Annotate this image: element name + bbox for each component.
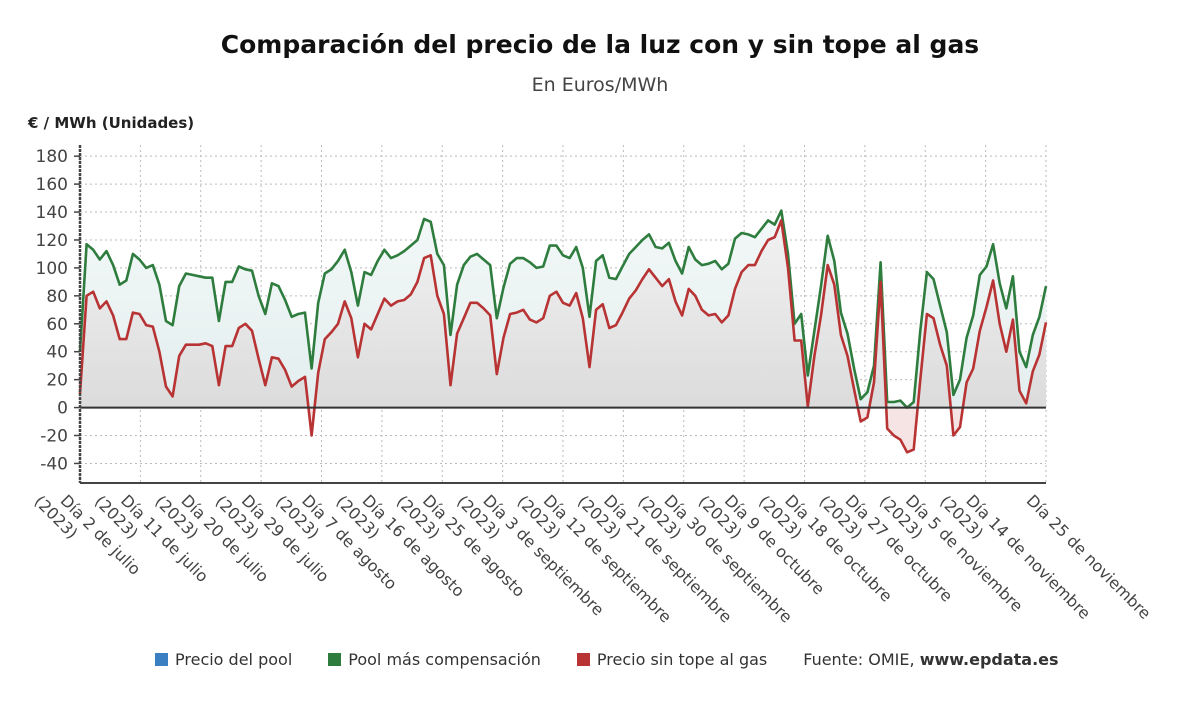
y-tick-labels: -40 -20 0 20 40 60 80 100 120 140 160 180 <box>36 147 68 474</box>
y-axis-label: € / MWh (Unidades) <box>28 114 195 132</box>
y-tick-label: 100 <box>36 259 68 279</box>
legend-item-pool-compensacion[interactable]: Pool más compensación <box>328 650 541 669</box>
y-tick-label: 40 <box>46 343 68 363</box>
series-line-precio-sin-tope-al-gas <box>78 219 1048 454</box>
axes <box>74 145 1046 484</box>
series-lines <box>78 209 1048 454</box>
y-tick-label: 160 <box>36 175 68 195</box>
legend-swatch <box>155 653 168 666</box>
legend-label: Precio del pool <box>175 650 293 669</box>
y-tick-label: 120 <box>36 231 68 251</box>
y-tick-label: -20 <box>40 427 68 447</box>
legend: Precio del pool Pool más compensación Pr… <box>155 650 1059 669</box>
y-tick-label: 80 <box>46 287 68 307</box>
source-prefix: Fuente: OMIE, <box>803 650 920 669</box>
x-tick-labels: Día 2 de julio(2023) Día 11 de julio(2023… <box>31 491 1155 627</box>
y-tick-label: 140 <box>36 203 68 223</box>
legend-swatch <box>576 653 590 666</box>
source-link[interactable]: www.epdata.es <box>919 650 1059 669</box>
source-note: Fuente: OMIE, www.epdata.es <box>803 650 1058 669</box>
y-tick-label: -40 <box>40 454 68 474</box>
legend-label: Precio sin tope al gas <box>596 650 768 669</box>
y-tick-label: 180 <box>36 147 68 167</box>
chart-title: Comparación del precio de la luz con y s… <box>220 30 980 59</box>
y-tick-label: 20 <box>46 371 68 391</box>
chart-subtitle: En Euros/MWh <box>531 74 669 96</box>
legend-item-sin-tope[interactable]: Precio sin tope al gas <box>576 650 768 669</box>
area-negative-sin-tope <box>308 408 963 453</box>
y-tick-label: 0 <box>57 399 68 419</box>
legend-item-pool[interactable]: Precio del pool <box>155 650 292 669</box>
legend-label: Pool más compensación <box>348 650 541 669</box>
y-tick-label: 60 <box>46 315 68 335</box>
legend-swatch <box>328 653 342 666</box>
